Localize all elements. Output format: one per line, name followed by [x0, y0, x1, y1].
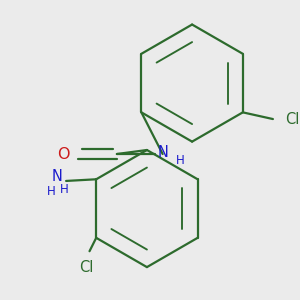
Text: Cl: Cl — [285, 112, 299, 127]
Text: N: N — [158, 145, 169, 160]
Text: Cl: Cl — [79, 260, 93, 274]
Text: H: H — [47, 185, 56, 198]
Text: H: H — [60, 183, 69, 196]
Text: N: N — [52, 169, 63, 184]
Text: O: O — [58, 146, 70, 161]
Text: H: H — [176, 154, 185, 166]
